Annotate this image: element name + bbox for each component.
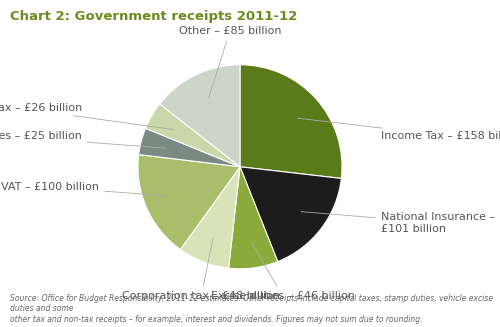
Text: Source: Office for Budget Responsibility, 2011-12 estimates. Other receipts incl: Source: Office for Budget Responsibility… <box>10 294 493 324</box>
Wedge shape <box>240 65 342 179</box>
Text: National Insurance –
£101 billion: National Insurance – £101 billion <box>301 212 495 234</box>
Wedge shape <box>228 167 278 269</box>
Text: Other – £85 billion: Other – £85 billion <box>178 26 281 98</box>
Wedge shape <box>160 65 240 167</box>
Text: Excise duties – £46 billion: Excise duties – £46 billion <box>211 242 355 301</box>
Text: Corporation tax – £48 billion: Corporation tax – £48 billion <box>122 238 280 301</box>
Text: VAT – £100 billion: VAT – £100 billion <box>1 182 170 196</box>
Text: Income Tax – £158 billion: Income Tax – £158 billion <box>298 118 500 141</box>
Text: Council tax – £26 billion: Council tax – £26 billion <box>0 103 174 129</box>
Wedge shape <box>138 155 240 250</box>
Wedge shape <box>180 167 240 268</box>
Wedge shape <box>240 167 342 262</box>
Wedge shape <box>146 104 240 167</box>
Wedge shape <box>138 128 240 167</box>
Text: Business rates – £25 billion: Business rates – £25 billion <box>0 131 166 148</box>
Text: Chart 2: Government receipts 2011-12: Chart 2: Government receipts 2011-12 <box>10 10 297 23</box>
